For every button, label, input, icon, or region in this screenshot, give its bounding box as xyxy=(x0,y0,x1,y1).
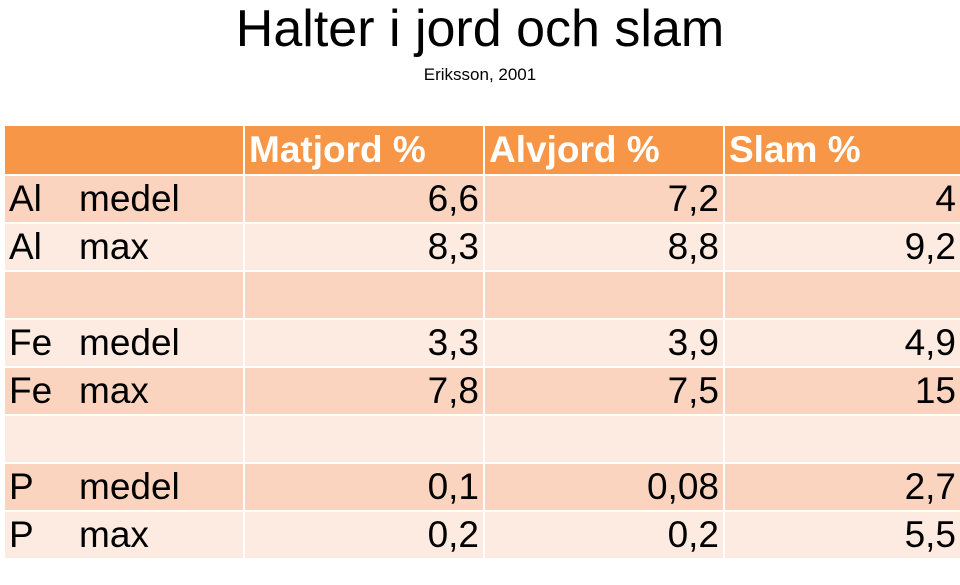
alvjord-cell: 8,8 xyxy=(483,222,725,272)
alvjord-cell: 7,5 xyxy=(483,366,725,416)
matjord-cell xyxy=(243,414,485,464)
table-row-spacer xyxy=(3,270,960,320)
stat-label: max xyxy=(79,514,149,555)
element-label: Fe xyxy=(9,370,53,411)
element-label: P xyxy=(9,514,34,555)
matjord-cell: 3,3 xyxy=(243,318,485,368)
alvjord-cell: 0,2 xyxy=(483,510,725,560)
row-label: Al max xyxy=(3,222,245,272)
page-subtitle: Eriksson, 2001 xyxy=(423,65,537,84)
table-row: Fe max 7,8 7,5 15 xyxy=(3,366,960,416)
page-title: Halter i jord och slam xyxy=(235,0,725,58)
stat-label: max xyxy=(79,226,149,267)
matjord-cell: 0,1 xyxy=(243,462,485,512)
slam-cell xyxy=(723,270,960,320)
element-label: Fe xyxy=(9,322,53,363)
header-cell-matjord: Matjord % xyxy=(243,124,485,176)
alvjord-cell: 3,9 xyxy=(483,318,725,368)
slam-cell: 15 xyxy=(723,366,960,416)
slam-cell: 9,2 xyxy=(723,222,960,272)
slam-cell xyxy=(723,414,960,464)
header-cell-slam: Slam % xyxy=(723,124,960,176)
slam-cell: 4,9 xyxy=(723,318,960,368)
matjord-cell: 7,8 xyxy=(243,366,485,416)
matjord-cell: 0,2 xyxy=(243,510,485,560)
header-cell-alvjord: Alvjord % xyxy=(483,124,725,176)
element-label: P xyxy=(9,466,34,507)
row-label: Fe medel xyxy=(3,318,245,368)
alvjord-cell: 7,2 xyxy=(483,174,725,224)
element-label: Al xyxy=(9,226,42,267)
matjord-cell: 6,6 xyxy=(243,174,485,224)
slam-cell: 5,5 xyxy=(723,510,960,560)
row-label xyxy=(3,270,245,320)
table-row: Al max 8,3 8,8 9,2 xyxy=(3,222,960,272)
header-cell-blank xyxy=(3,124,245,176)
alvjord-cell xyxy=(483,414,725,464)
stat-label: medel xyxy=(79,322,180,363)
table-row: Fe medel 3,3 3,9 4,9 xyxy=(3,318,960,368)
table-row-spacer xyxy=(3,414,960,464)
stat-label: max xyxy=(79,370,149,411)
matjord-cell xyxy=(243,270,485,320)
stat-label: medel xyxy=(79,466,180,507)
alvjord-cell: 0,08 xyxy=(483,462,725,512)
table-header-row: Matjord % Alvjord % Slam % xyxy=(3,124,960,176)
table-row: Al medel 6,6 7,2 4 xyxy=(3,174,960,224)
element-label: Al xyxy=(9,178,42,219)
data-table: Matjord % Alvjord % Slam % Al medel 6,6 7… xyxy=(3,124,960,560)
row-label xyxy=(3,414,245,464)
row-label: Al medel xyxy=(3,174,245,224)
stat-label: medel xyxy=(79,178,180,219)
matjord-cell: 8,3 xyxy=(243,222,485,272)
slam-cell: 2,7 xyxy=(723,462,960,512)
slam-cell: 4 xyxy=(723,174,960,224)
row-label: Fe max xyxy=(3,366,245,416)
alvjord-cell xyxy=(483,270,725,320)
